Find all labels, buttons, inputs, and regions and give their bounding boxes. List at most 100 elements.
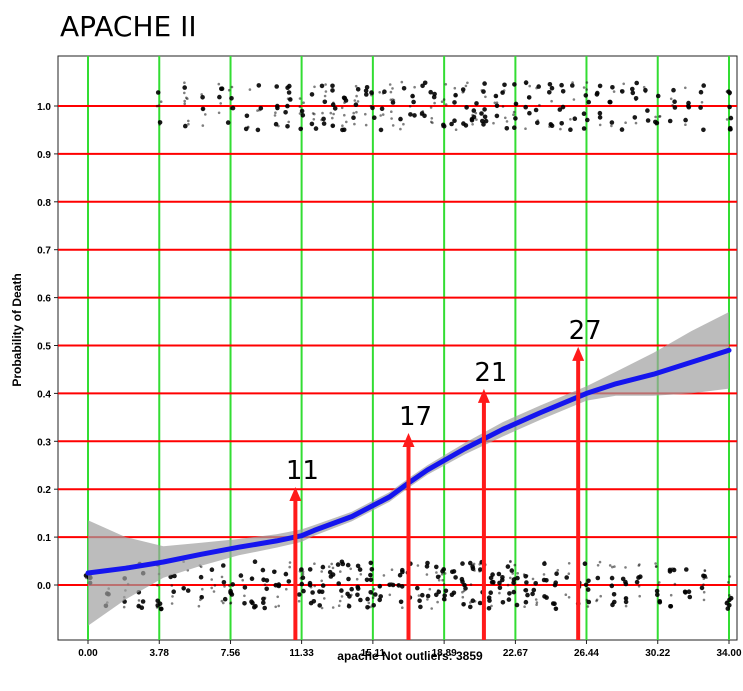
survived-point-41-4 (524, 580, 529, 585)
survived-point-53-1 (673, 582, 677, 586)
survived-point-17-3 (313, 562, 316, 565)
died-point-28-6 (494, 113, 500, 119)
survived-point-17-1 (310, 590, 315, 595)
survived-point-36-2 (478, 563, 482, 566)
survived-point-18-1 (320, 570, 324, 573)
died-point-26-6 (469, 116, 475, 122)
survived-point-12-3 (252, 559, 258, 564)
survived-point-30-3 (425, 560, 430, 566)
survived-point-49-6 (609, 575, 615, 581)
survived-point-42-3 (534, 598, 538, 601)
died-point-6-1 (256, 109, 259, 112)
survived-point-45-2 (564, 575, 569, 580)
died-point-25-0 (466, 81, 469, 85)
survived-point-56-5 (724, 600, 730, 606)
died-point-32-3 (533, 107, 539, 113)
died-point-6-3 (258, 106, 264, 111)
died-point-24-5 (453, 92, 458, 98)
died-point-4-6 (227, 88, 231, 92)
survived-point-55-2 (702, 598, 706, 602)
survived-point-35-8 (472, 562, 476, 566)
survived-point-21-7 (347, 594, 352, 599)
died-point-1-0 (187, 122, 190, 126)
survived-point-31-1 (434, 564, 439, 570)
died-point-43-2 (672, 99, 677, 104)
survived-point-18-6 (317, 589, 322, 594)
survived-point-10-7 (228, 584, 231, 587)
died-point-22-7 (430, 120, 433, 124)
x-tick-label-9: 34.00 (716, 648, 741, 659)
died-point-34-3 (560, 104, 566, 110)
died-point-32-4 (535, 120, 540, 126)
survived-point-52-8 (655, 592, 660, 597)
y-tick-label-4: 0.4 (37, 389, 51, 400)
survived-point-8-0 (210, 586, 213, 590)
died-point-31-6 (526, 95, 532, 100)
survived-point-31-3 (437, 578, 441, 582)
x-tick-label-4: 15.11 (361, 648, 386, 659)
survived-point-32-5 (442, 583, 446, 586)
arrow-head-11 (289, 486, 302, 501)
survived-point-49-9 (611, 565, 614, 569)
survived-point-26-1 (388, 593, 392, 597)
died-point-15-1 (364, 123, 368, 127)
survived-point-12-7 (249, 576, 255, 581)
survived-point-34-3 (461, 595, 465, 599)
survived-point-16-4 (301, 588, 306, 594)
died-point-18-7 (388, 83, 392, 86)
died-point-36-3 (583, 93, 589, 98)
survived-point-21-3 (346, 576, 351, 582)
survived-point-37-2 (490, 604, 493, 608)
survived-point-9-0 (220, 575, 224, 579)
died-point-28-5 (493, 101, 497, 105)
died-point-26-2 (474, 101, 479, 106)
died-point-15-4 (364, 92, 369, 97)
died-point-40-1 (630, 86, 635, 92)
died-point-37-4 (597, 83, 603, 89)
survived-point-32-7 (442, 593, 448, 598)
survived-point-49-5 (610, 583, 614, 586)
survived-point-23-9 (364, 577, 370, 583)
died-point-15-0 (364, 112, 367, 116)
survived-point-26-3 (390, 582, 393, 585)
annotation-label-21: 21 (474, 358, 507, 388)
survived-point-16-0 (299, 581, 305, 587)
survived-point-38-1 (497, 580, 502, 586)
arrow-head-27 (572, 346, 585, 361)
died-point-27-7 (482, 81, 487, 86)
survived-point-39-8 (509, 560, 512, 564)
died-point-45-3 (701, 83, 706, 88)
survived-point-13-2 (264, 578, 270, 583)
survived-point-49-3 (612, 599, 617, 605)
survived-point-9-1 (221, 580, 227, 585)
survived-point-20-8 (339, 559, 345, 565)
survived-point-48-0 (595, 575, 601, 581)
died-point-35-4 (572, 116, 578, 121)
died-point-27-5 (484, 95, 487, 99)
died-point-26-8 (475, 118, 478, 121)
survived-point-21-5 (349, 567, 353, 571)
died-point-11-6 (319, 83, 325, 89)
survived-point-5-4 (171, 589, 176, 594)
survived-point-39-4 (506, 583, 510, 587)
survived-point-19-5 (331, 566, 335, 570)
survived-point-40-5 (511, 580, 516, 585)
died-point-1-9 (186, 97, 189, 100)
died-point-19-3 (398, 116, 403, 122)
died-point-8-7 (283, 110, 288, 115)
survived-point-55-8 (705, 576, 708, 579)
died-point-30-4 (513, 116, 518, 121)
survived-point-27-2 (397, 572, 403, 578)
survived-point-44-5 (553, 580, 558, 585)
died-point-42-5 (658, 115, 662, 118)
died-point-29-5 (504, 126, 510, 131)
died-point-44-3 (684, 86, 687, 90)
survived-point-40-1 (513, 563, 517, 567)
survived-point-40-4 (515, 575, 520, 581)
survived-point-34-6 (461, 602, 466, 607)
survived-point-52-5 (657, 599, 662, 604)
survived-point-22-2 (355, 592, 360, 598)
x-tick-label-0: 0.00 (78, 648, 98, 659)
survived-point-41-3 (523, 588, 529, 593)
died-point-8-6 (285, 85, 290, 90)
